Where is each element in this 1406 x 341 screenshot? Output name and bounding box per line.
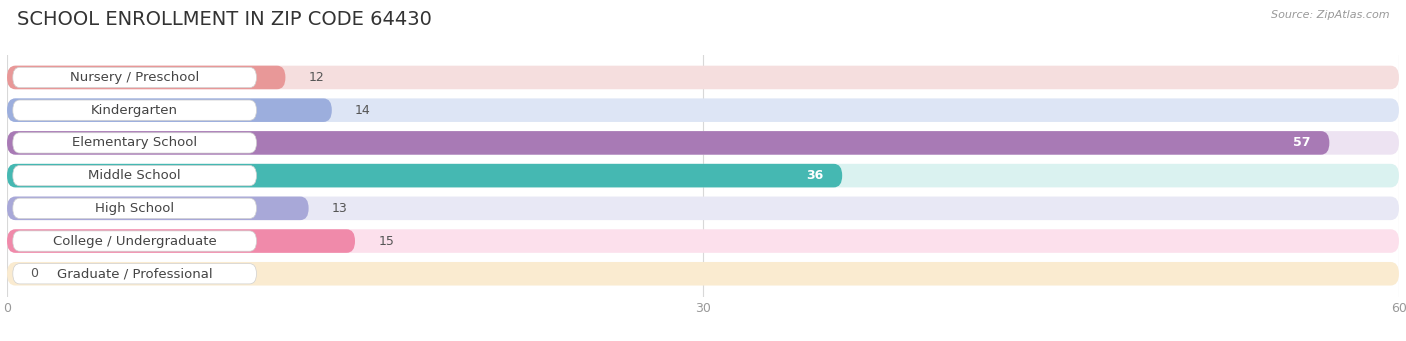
Text: Kindergarten: Kindergarten xyxy=(91,104,179,117)
FancyBboxPatch shape xyxy=(13,100,256,120)
FancyBboxPatch shape xyxy=(7,131,1330,155)
FancyBboxPatch shape xyxy=(13,198,256,219)
FancyBboxPatch shape xyxy=(7,99,332,122)
FancyBboxPatch shape xyxy=(13,165,256,186)
Text: Source: ZipAtlas.com: Source: ZipAtlas.com xyxy=(1271,10,1389,20)
Text: 36: 36 xyxy=(807,169,824,182)
FancyBboxPatch shape xyxy=(7,131,1399,155)
FancyBboxPatch shape xyxy=(7,99,1399,122)
FancyBboxPatch shape xyxy=(13,133,256,153)
Text: College / Undergraduate: College / Undergraduate xyxy=(53,235,217,248)
Text: Middle School: Middle School xyxy=(89,169,181,182)
Text: 15: 15 xyxy=(378,235,394,248)
FancyBboxPatch shape xyxy=(7,164,842,188)
FancyBboxPatch shape xyxy=(7,196,309,220)
Text: Nursery / Preschool: Nursery / Preschool xyxy=(70,71,200,84)
FancyBboxPatch shape xyxy=(7,262,1399,285)
Text: Graduate / Professional: Graduate / Professional xyxy=(56,267,212,280)
FancyBboxPatch shape xyxy=(13,67,256,88)
Text: Elementary School: Elementary School xyxy=(72,136,197,149)
FancyBboxPatch shape xyxy=(7,229,354,253)
FancyBboxPatch shape xyxy=(13,231,256,251)
Text: High School: High School xyxy=(96,202,174,215)
FancyBboxPatch shape xyxy=(7,164,1399,188)
Text: 0: 0 xyxy=(31,267,38,280)
Text: 14: 14 xyxy=(354,104,371,117)
Text: 12: 12 xyxy=(309,71,325,84)
Text: SCHOOL ENROLLMENT IN ZIP CODE 64430: SCHOOL ENROLLMENT IN ZIP CODE 64430 xyxy=(17,10,432,29)
FancyBboxPatch shape xyxy=(7,66,1399,89)
Text: 57: 57 xyxy=(1294,136,1310,149)
FancyBboxPatch shape xyxy=(7,229,1399,253)
FancyBboxPatch shape xyxy=(7,66,285,89)
FancyBboxPatch shape xyxy=(13,264,256,284)
FancyBboxPatch shape xyxy=(7,196,1399,220)
Text: 13: 13 xyxy=(332,202,347,215)
